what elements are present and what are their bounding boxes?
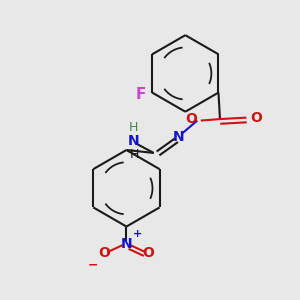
- Text: O: O: [250, 111, 262, 124]
- Text: H: H: [128, 121, 138, 134]
- Text: O: O: [142, 246, 154, 260]
- Text: N: N: [121, 237, 132, 251]
- Text: F: F: [136, 87, 146, 102]
- Text: O: O: [98, 246, 110, 260]
- Text: +: +: [133, 229, 142, 239]
- Text: −: −: [88, 259, 98, 272]
- Text: N: N: [127, 134, 139, 148]
- Text: H: H: [130, 148, 139, 161]
- Text: O: O: [185, 112, 197, 126]
- Text: N: N: [173, 130, 184, 144]
